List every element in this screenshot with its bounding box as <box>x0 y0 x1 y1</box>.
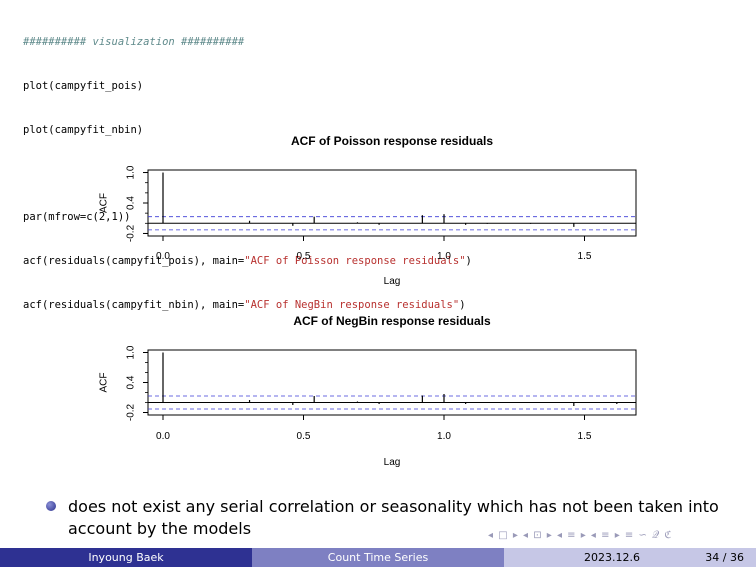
code-line: plot(campyfit_pois) <box>23 79 144 92</box>
code-line: plot(campyfit_nbin) <box>23 123 144 136</box>
bullet-icon <box>46 501 56 511</box>
bullet-item: does not exist any serial correlation or… <box>46 496 736 540</box>
x-tick-label: 1.0 <box>437 431 451 442</box>
bullet-text: does not exist any serial correlation or… <box>68 497 719 538</box>
slide-footer: Inyoung Baek Count Time Series 2023.12.6… <box>0 548 756 567</box>
x-tick-label: 1.5 <box>578 251 592 262</box>
code-line: acf(residuals(campyfit_nbin), main="ACF … <box>23 298 472 313</box>
code-string: "ACF of Poisson response residuals" <box>244 255 466 268</box>
footer-title: Count Time Series <box>252 548 504 567</box>
acf-plots: ACF of Poisson response residuals 0.0 0.5 1… <box>99 134 637 468</box>
beamer-navigation-icons[interactable]: ◂ □ ▸ ◂ ⊡ ▸ ◂ ≡ ▸ ◂ ≡ ▸ ≡ ∽ 𝒬 ℭ <box>488 530 673 541</box>
x-tick-label: 0.5 <box>297 431 311 442</box>
footer-author: Inyoung Baek <box>0 548 252 567</box>
code-line: acf(residuals(campyfit_pois), main="ACF … <box>23 254 472 269</box>
y-tick-label: 0.4 <box>126 196 137 210</box>
code-string: "ACF of NegBin response residuals" <box>244 298 460 311</box>
y-tick-label: -0.2 <box>126 403 137 421</box>
x-tick-label: 1.0 <box>437 251 451 262</box>
code-block: ########## visualization ########## plot… <box>23 6 472 327</box>
footer-info: 2023.12.6 34 / 36 <box>504 548 756 567</box>
x-axis-label: Lag <box>384 276 401 287</box>
y-axis-label: ACF <box>99 373 110 393</box>
footer-date: 2023.12.6 <box>584 551 640 564</box>
y-tick-label: 1.0 <box>126 345 137 359</box>
x-tick-label: 0.5 <box>297 251 311 262</box>
plot-frame <box>147 169 637 237</box>
x-axis-label: Lag <box>384 457 401 468</box>
code-text: acf(residuals(campyfit_nbin), main= <box>23 298 245 311</box>
plot-frame <box>147 349 637 416</box>
x-tick-label: 0.0 <box>156 431 170 442</box>
y-tick-label: 0.4 <box>126 375 137 389</box>
chart-title: ACF of Poisson response residuals <box>291 134 493 148</box>
chart-title: ACF of NegBin response residuals <box>293 314 491 328</box>
x-tick-label: 1.5 <box>578 431 592 442</box>
code-line: par(mfrow=c(2,1)) <box>23 211 131 224</box>
y-tick-label: -0.2 <box>126 224 137 242</box>
code-text: acf(residuals(campyfit_pois), main= <box>23 255 245 268</box>
footer-page-number: 34 / 36 <box>705 551 744 564</box>
code-comment-line: ########## visualization ########## <box>23 36 245 49</box>
y-axis-label: ACF <box>99 193 110 213</box>
y-tick-label: 1.0 <box>126 165 137 179</box>
code-text: ) <box>465 255 472 268</box>
code-text: ) <box>459 298 466 311</box>
x-tick-label: 0.0 <box>156 251 170 262</box>
